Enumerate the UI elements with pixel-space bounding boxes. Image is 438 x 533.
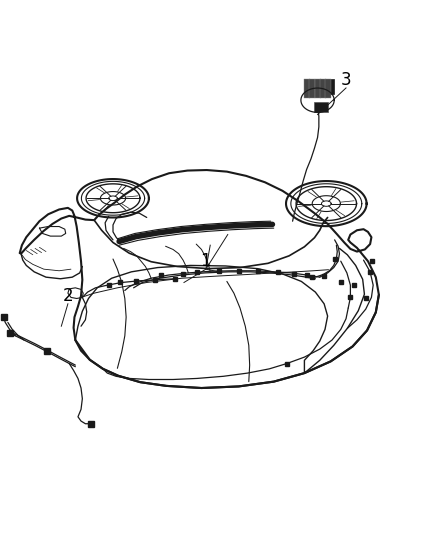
- Bar: [314, 79, 321, 98]
- Bar: [314, 102, 328, 111]
- Bar: [304, 79, 334, 94]
- Bar: [304, 79, 310, 98]
- Bar: [309, 79, 315, 98]
- Bar: [325, 79, 331, 98]
- Bar: [320, 79, 326, 98]
- Text: 1: 1: [201, 252, 211, 270]
- Text: 3: 3: [341, 71, 351, 89]
- Text: 2: 2: [63, 287, 73, 305]
